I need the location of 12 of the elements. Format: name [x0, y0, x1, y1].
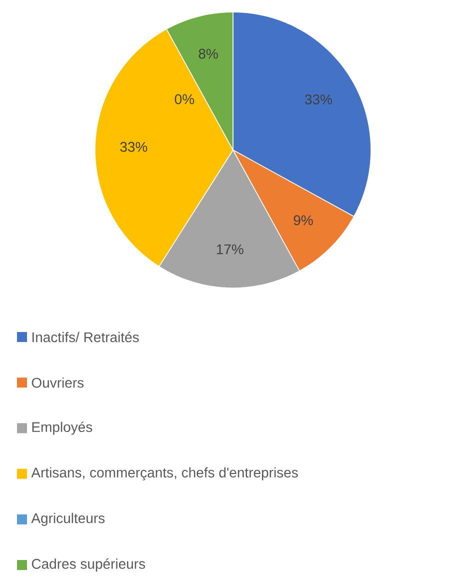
legend-label: Ouvriers — [32, 377, 84, 388]
data-label: 33% — [305, 94, 332, 104]
data-label: 33% — [120, 142, 148, 152]
legend-label: Employés — [32, 422, 92, 435]
legend-label: Inactifs/ Retraités — [32, 332, 139, 342]
data-label: 17% — [216, 244, 244, 254]
legend-label: Cadres supérieurs — [32, 558, 146, 572]
data-label: 9% — [294, 215, 313, 226]
legend-label: Agriculteurs — [31, 512, 105, 526]
legend-label: Artisans, commerçants, chefs d'entreprises — [31, 467, 298, 480]
data-label: 8% — [198, 48, 218, 59]
text: 0% — [174, 94, 194, 104]
